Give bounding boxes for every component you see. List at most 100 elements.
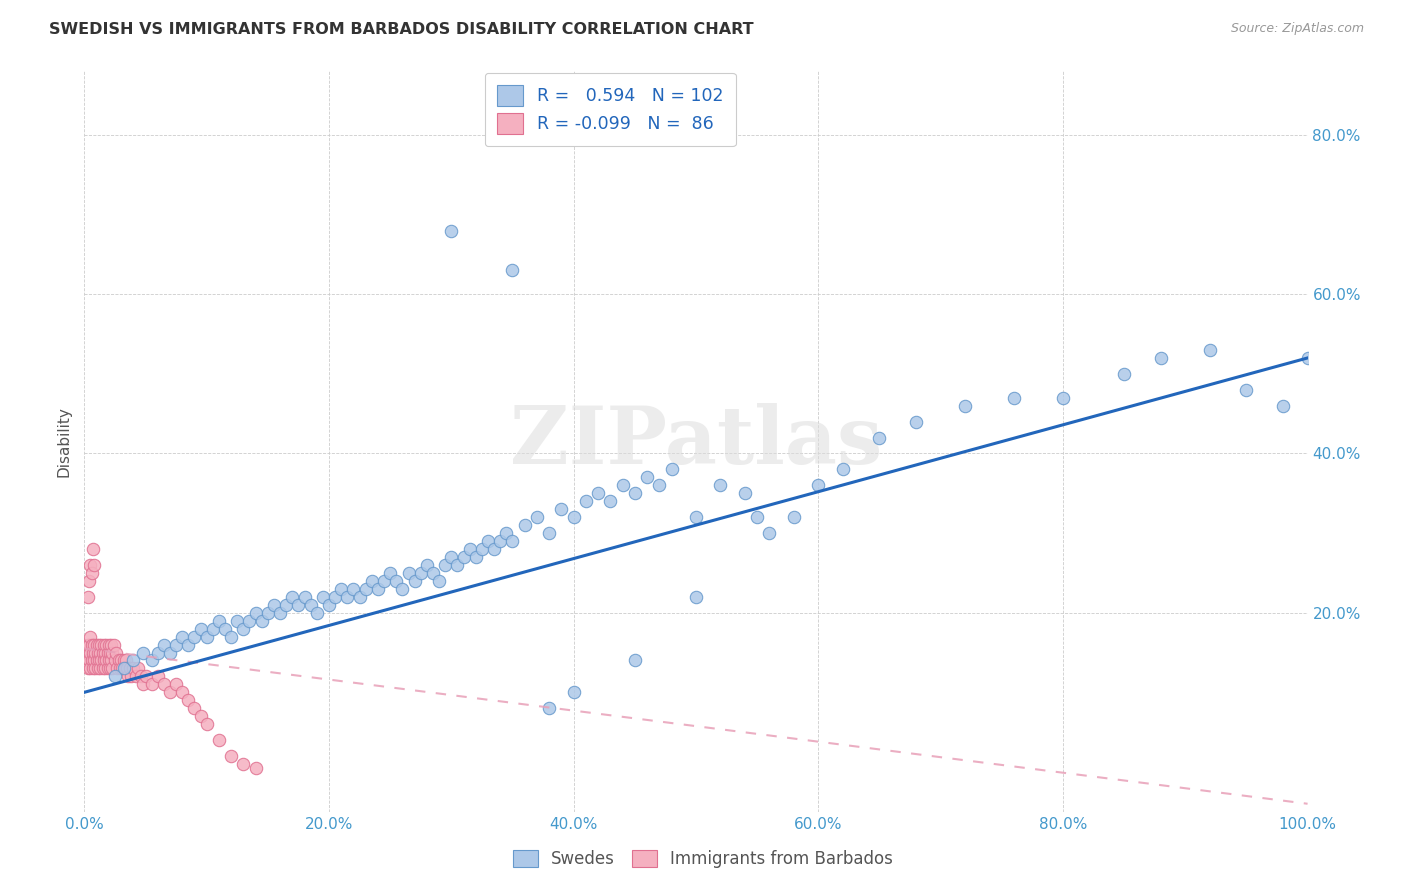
Point — [624, 486, 647, 500]
Point — [318, 598, 340, 612]
Point — [83, 638, 105, 652]
Point — [1198, 343, 1220, 357]
Point — [94, 646, 117, 660]
Point — [159, 646, 181, 660]
Point — [122, 661, 145, 675]
Point — [758, 526, 780, 541]
Point — [112, 653, 135, 667]
Point — [354, 582, 377, 596]
Point — [112, 661, 135, 675]
Point — [562, 685, 585, 699]
Point — [80, 638, 103, 652]
Point — [101, 661, 124, 675]
Point — [79, 646, 101, 660]
Point — [404, 574, 426, 588]
Point — [336, 590, 359, 604]
Point — [84, 646, 107, 660]
Point — [367, 582, 389, 596]
Point — [177, 638, 200, 652]
Point — [513, 518, 536, 533]
Point — [129, 669, 152, 683]
Point — [195, 717, 218, 731]
Point — [482, 541, 505, 556]
Point — [208, 733, 231, 747]
Point — [89, 646, 111, 660]
Point — [165, 677, 187, 691]
Point — [172, 630, 194, 644]
Point — [281, 590, 304, 604]
Y-axis label: Disability: Disability — [56, 406, 72, 477]
Point — [238, 614, 260, 628]
Point — [76, 646, 98, 660]
Legend: Swedes, Immigrants from Barbados: Swedes, Immigrants from Barbados — [506, 843, 900, 875]
Point — [80, 566, 103, 580]
Text: ZIPatlas: ZIPatlas — [510, 402, 882, 481]
Point — [96, 638, 118, 652]
Point — [84, 661, 107, 675]
Point — [905, 415, 928, 429]
Point — [141, 653, 163, 667]
Point — [1114, 367, 1136, 381]
Point — [471, 541, 494, 556]
Point — [120, 669, 142, 683]
Point — [153, 638, 176, 652]
Point — [77, 638, 100, 652]
Point — [287, 598, 309, 612]
Point — [446, 558, 468, 572]
Point — [105, 661, 128, 675]
Point — [87, 646, 110, 660]
Text: SWEDISH VS IMMIGRANTS FROM BARBADOS DISABILITY CORRELATION CHART: SWEDISH VS IMMIGRANTS FROM BARBADOS DISA… — [49, 22, 754, 37]
Point — [90, 653, 112, 667]
Point — [77, 661, 100, 675]
Point — [82, 646, 104, 660]
Point — [276, 598, 298, 612]
Point — [93, 653, 115, 667]
Point — [312, 590, 335, 604]
Point — [831, 462, 853, 476]
Point — [219, 630, 242, 644]
Point — [416, 558, 439, 572]
Point — [93, 638, 115, 652]
Point — [349, 590, 371, 604]
Point — [183, 701, 205, 715]
Point — [190, 622, 212, 636]
Point — [111, 661, 134, 675]
Point — [257, 606, 280, 620]
Point — [118, 661, 141, 675]
Point — [79, 661, 101, 675]
Point — [219, 749, 242, 764]
Point — [104, 669, 127, 683]
Point — [108, 661, 131, 675]
Point — [114, 661, 136, 675]
Point — [98, 661, 121, 675]
Point — [153, 677, 176, 691]
Point — [214, 622, 236, 636]
Point — [1272, 399, 1295, 413]
Point — [103, 638, 125, 652]
Point — [87, 661, 110, 675]
Point — [83, 653, 105, 667]
Point — [624, 653, 647, 667]
Point — [380, 566, 402, 580]
Point — [550, 502, 572, 516]
Point — [734, 486, 756, 500]
Point — [104, 653, 127, 667]
Point — [86, 653, 108, 667]
Point — [709, 478, 731, 492]
Point — [489, 534, 512, 549]
Point — [477, 534, 499, 549]
Point — [115, 653, 138, 667]
Point — [385, 574, 408, 588]
Point — [226, 614, 249, 628]
Point — [685, 590, 707, 604]
Point — [783, 510, 806, 524]
Point — [1296, 351, 1319, 365]
Point — [89, 661, 111, 675]
Point — [434, 558, 457, 572]
Point — [97, 638, 120, 652]
Point — [177, 693, 200, 707]
Point — [86, 638, 108, 652]
Legend: R =   0.594   N = 102, R = -0.099   N =  86: R = 0.594 N = 102, R = -0.099 N = 86 — [485, 72, 735, 146]
Point — [127, 661, 149, 675]
Point — [562, 510, 585, 524]
